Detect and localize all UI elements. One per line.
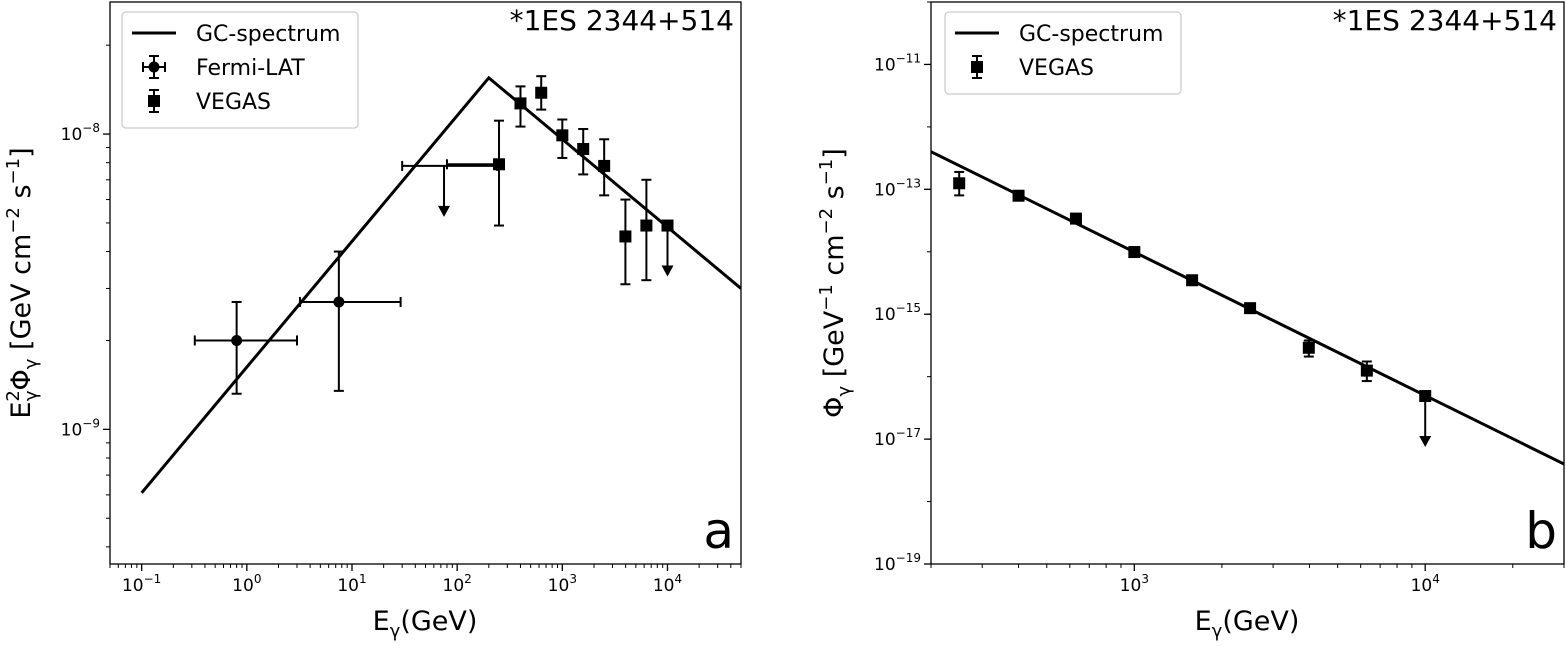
legend: GC-spectrum Fermi-LAT VEGAS [121,11,359,129]
vegas-point [1186,274,1199,287]
panel-b: 103 104 10−19 10−17 10−15 10−13 10−11 Eγ(GeV) Φγ… [816,1,1565,642]
upper-limit-arrow-head [661,265,674,277]
plot-area [140,75,741,494]
vegas-point [640,219,653,232]
vegas-point [556,129,569,142]
vegas-point [1244,302,1257,315]
legend: GC-spectrum VEGAS [944,11,1182,95]
panel-label: a [703,502,734,560]
x-tick-label: 101 [337,572,366,596]
y-tick-label: 10−11 [874,51,921,75]
vegas-point [598,159,611,172]
vegas-point [619,230,632,243]
fermi-lat-point [333,296,345,308]
vegas-point [1419,390,1432,403]
vegas-point [514,97,527,110]
gc-spectrum-line [140,75,741,494]
x-tick-label: 100 [232,572,261,596]
legend-label: GC-spectrum [196,22,340,47]
x-tick-label: 103 [548,572,577,596]
y-axis-label: Φγ [GeV−1 cm−2 s−1] [816,148,855,418]
upper-limit-arrow-head [438,205,451,217]
x-axis-label: Eγ(GeV) [1195,606,1300,642]
legend-label: VEGAS [1019,56,1094,81]
x-tick-label: 102 [443,572,472,596]
vegas-point [1069,212,1082,225]
x-tick-label: 103 [1120,572,1149,596]
y-tick-label: 10−9 [61,416,100,440]
upper-limit-arrow-head [1419,436,1432,448]
y-tick-label: 10−15 [874,301,921,325]
vegas-point [1012,189,1025,202]
legend-box [121,11,359,129]
fermi-lat-point [231,334,243,346]
vegas-point [1302,341,1315,354]
vegas-point [1128,246,1141,259]
legend-label: Fermi-LAT [196,56,305,81]
plot-area [931,150,1564,466]
legend-label: VEGAS [196,90,271,115]
vegas-point [577,142,590,155]
y-tick-label: 10−17 [874,426,921,450]
legend-box [944,11,1182,95]
x-tick-label: 104 [1411,572,1440,596]
y-tick-label: 10−8 [61,121,100,145]
vegas-point [535,86,548,99]
x-axis-label: Eγ(GeV) [373,606,478,642]
legend-circle-marker [148,61,160,73]
panel-a: 10−1 100 101 102 103 104 10−9 10−8 Eγ(GeV) E2γΦγ … [3,1,742,642]
x-tick-label: 10−1 [122,572,161,596]
axes-frame [930,1,1565,565]
panel-label: b [1525,502,1557,560]
y-axis-label: E2γΦγ [GeV cm−2 s−1] [3,147,42,418]
legend-square-marker [971,61,983,73]
vegas-point [493,158,506,171]
vegas-point [953,177,966,190]
legend-square-marker [148,95,160,107]
source-annotation: *1ES 2344+514 [510,4,734,37]
vegas-point [661,219,674,232]
legend-label: GC-spectrum [1019,22,1163,47]
y-tick-label: 10−13 [874,176,921,200]
source-annotation: *1ES 2344+514 [1333,4,1557,37]
x-tick-label: 104 [653,572,682,596]
y-tick-label: 10−19 [874,551,921,575]
vegas-point [1360,364,1373,377]
